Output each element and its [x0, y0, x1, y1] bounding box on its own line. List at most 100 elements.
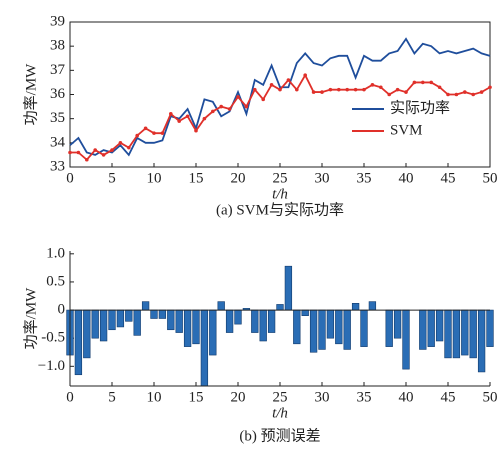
marker — [446, 92, 450, 97]
marker — [236, 95, 240, 99]
y-tick-label: 34 — [50, 134, 66, 150]
bar — [200, 309, 209, 387]
y-tick-label: -0.5 — [41, 330, 65, 346]
x-tick-label: 25 — [273, 389, 288, 405]
caption: (b) 预测误差 — [239, 427, 320, 444]
caption: (a) SVM与实际功率 — [216, 201, 344, 218]
marker — [169, 112, 173, 116]
bar — [360, 309, 368, 347]
marker — [127, 145, 131, 150]
marker — [404, 90, 408, 94]
marker — [135, 133, 139, 138]
x-tick-label: 40 — [399, 170, 414, 186]
bar — [419, 309, 427, 350]
marker — [328, 87, 333, 92]
marker — [211, 109, 215, 114]
legend-label: 实际功率 — [390, 99, 450, 116]
y-tick-label: 39 — [50, 13, 65, 29]
bar — [309, 309, 318, 353]
y-tick-label: 1.0 — [46, 245, 65, 261]
marker — [353, 87, 358, 92]
bar — [486, 309, 494, 347]
marker — [278, 87, 282, 92]
marker — [320, 90, 324, 94]
bar — [444, 309, 452, 359]
x-tick-label: 20 — [231, 389, 246, 405]
bar — [293, 309, 301, 345]
marker — [345, 87, 350, 92]
marker — [463, 90, 467, 94]
x-tick-label: 5 — [108, 389, 116, 405]
bar — [259, 309, 267, 342]
x-tick-label: 45 — [441, 170, 456, 186]
bar — [385, 309, 393, 347]
y-tick-label: −1.0 — [38, 358, 65, 374]
marker — [437, 85, 442, 90]
y-tick-label: 37 — [50, 62, 66, 78]
bar — [125, 309, 133, 322]
marker — [253, 87, 257, 92]
bar — [368, 301, 377, 311]
bar — [435, 309, 444, 342]
marker — [76, 150, 81, 155]
marker — [395, 87, 400, 92]
bar — [175, 309, 183, 333]
bar — [335, 309, 343, 345]
bar — [167, 309, 175, 331]
marker — [143, 126, 148, 131]
y-tick-label: 38 — [50, 38, 65, 54]
marker — [370, 83, 375, 87]
x-tick-label: 10 — [147, 389, 162, 405]
bar — [150, 309, 158, 319]
marker — [261, 97, 266, 102]
marker — [160, 131, 165, 135]
marker — [387, 92, 392, 97]
x-tick-label: 5 — [108, 170, 116, 186]
x-tick-label: 15 — [189, 170, 204, 186]
y-tick-label: 36 — [50, 86, 66, 102]
marker — [202, 116, 207, 121]
bar — [284, 265, 293, 311]
marker — [295, 87, 299, 92]
x-axis-label: t/h — [272, 186, 288, 202]
bar — [74, 309, 83, 376]
marker — [227, 107, 232, 111]
marker — [244, 104, 249, 109]
bar — [192, 309, 200, 345]
y-tick-label: 35 — [50, 110, 65, 126]
bar — [234, 309, 242, 325]
bar — [116, 309, 125, 328]
bar — [141, 301, 150, 311]
bar — [343, 309, 351, 350]
x-tick-label: 20 — [231, 170, 246, 186]
bar — [427, 309, 435, 347]
bar — [461, 309, 469, 356]
bar — [326, 309, 335, 339]
marker — [303, 73, 308, 77]
marker — [118, 141, 123, 145]
subplot: −1.0 -0.5 0 0.5 1.0 0 5 10 15 20 25 30 35 40 45 50 t/h 功率… — [22, 245, 497, 444]
x-tick-label: 0 — [66, 389, 74, 405]
bar — [225, 309, 234, 333]
marker — [93, 148, 97, 152]
y-axis-label: 功率/MW — [22, 287, 39, 350]
x-tick-label: 40 — [399, 389, 414, 405]
bar — [99, 309, 108, 342]
marker — [311, 90, 316, 94]
marker — [429, 80, 434, 85]
line — [69, 37, 491, 157]
y-axis-label: 功率/MW — [22, 63, 39, 126]
x-tick-label: 15 — [189, 389, 204, 405]
marker — [68, 150, 72, 155]
bar — [452, 309, 461, 359]
x-tick-label: 45 — [441, 389, 456, 405]
marker — [471, 92, 476, 97]
marker — [454, 92, 459, 97]
plot-frame — [69, 21, 491, 168]
marker — [488, 85, 492, 90]
x-tick-label: 10 — [147, 170, 162, 186]
bar — [217, 301, 225, 311]
bar — [158, 309, 167, 319]
marker — [269, 83, 274, 87]
